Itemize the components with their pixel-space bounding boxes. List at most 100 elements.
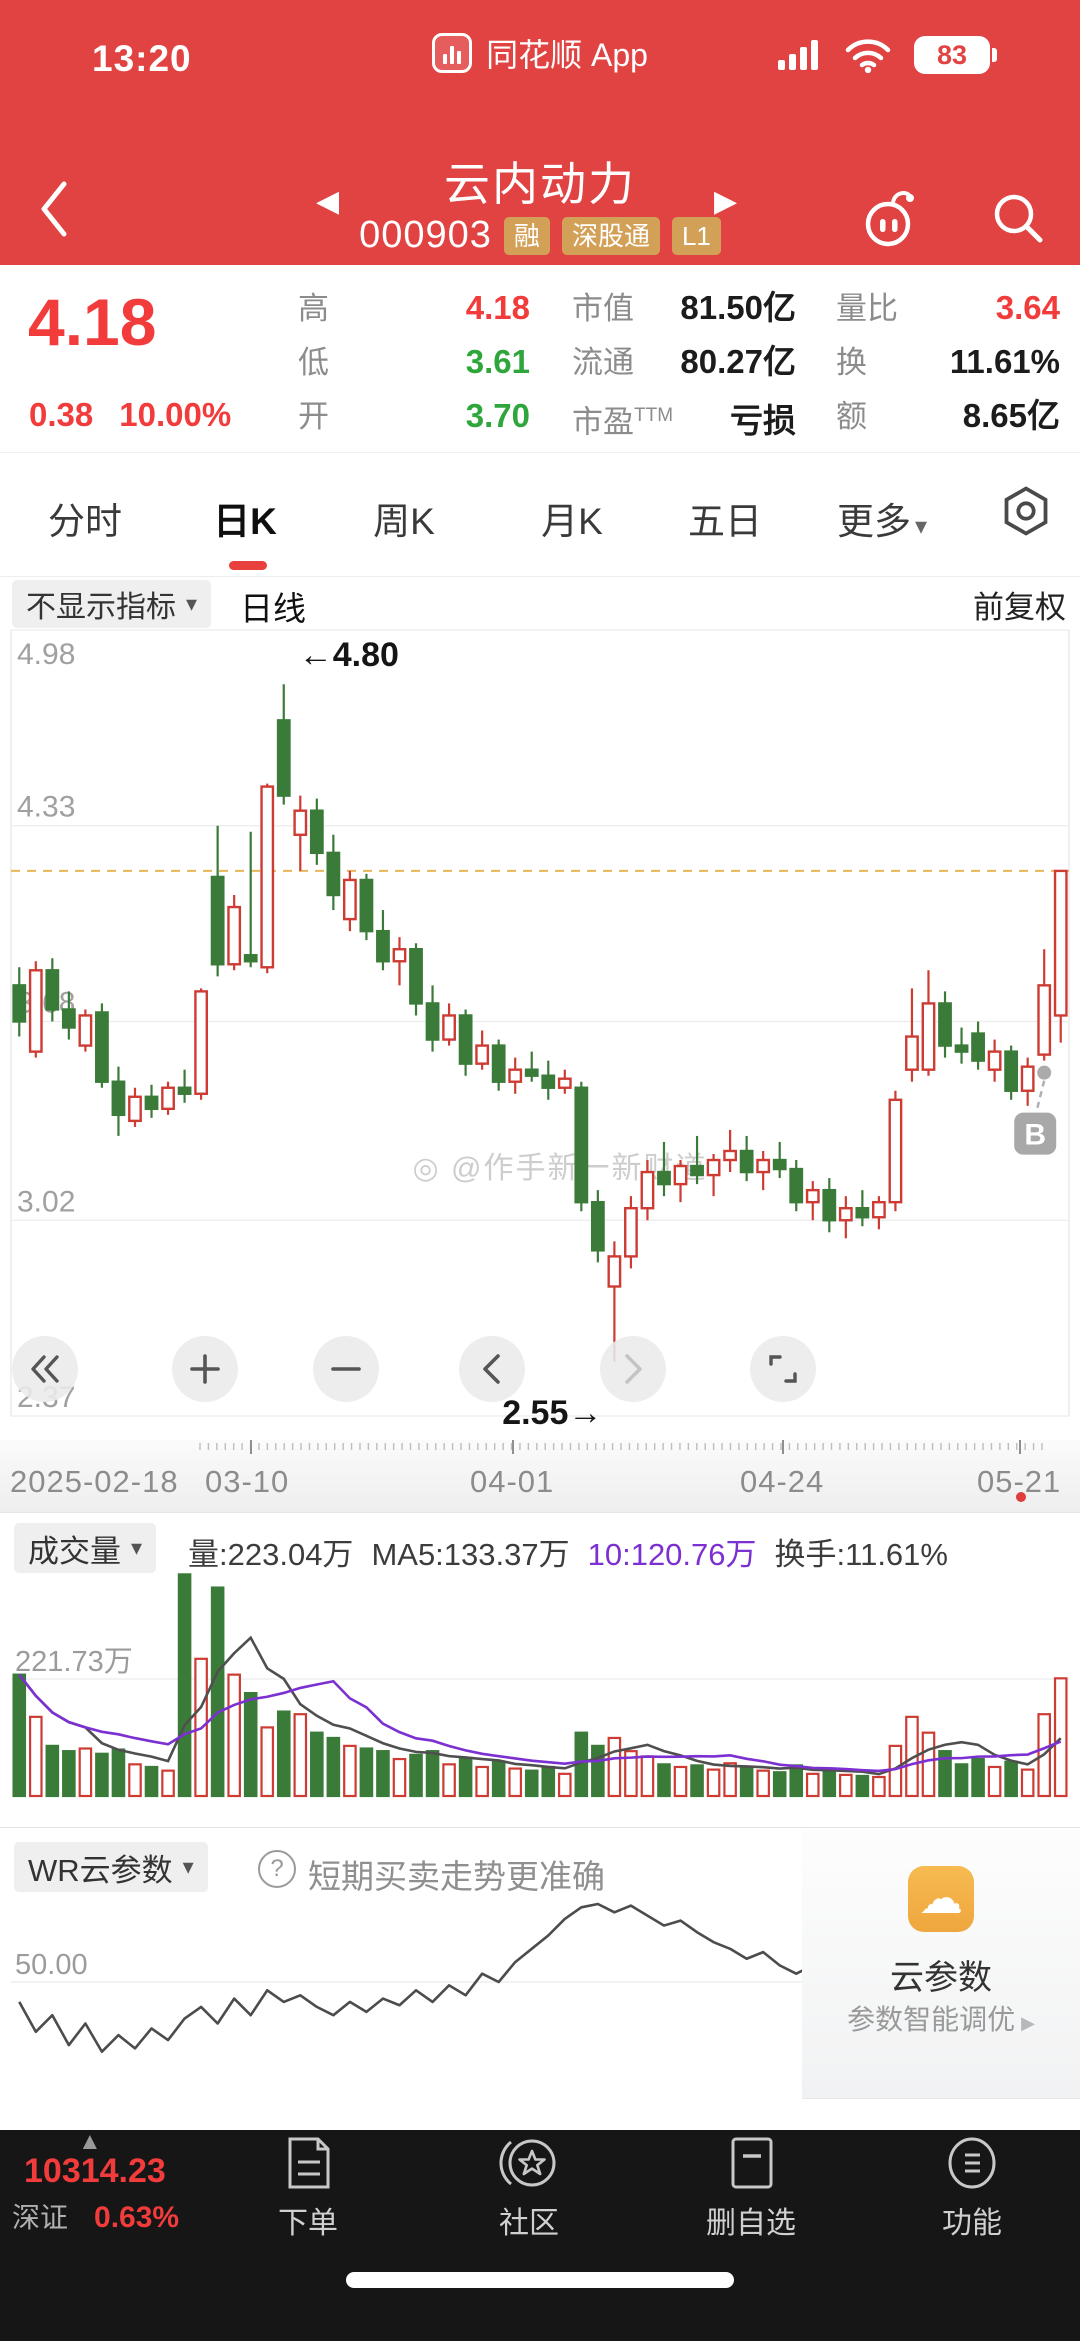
cloud-icon: ☁ — [908, 1866, 974, 1932]
volume-value: 量:223.04万 — [188, 1537, 354, 1572]
tab-weekly-k[interactable]: 周K — [373, 501, 435, 542]
badge-level: L1 — [671, 216, 721, 255]
app-header: 13:20 同花顺 App 83 ◀ — [0, 0, 1080, 265]
next-triangle-icon: ▶ — [714, 185, 738, 218]
cloud-params-panel[interactable]: ☁ 云参数 参数智能调优 ▶ — [802, 1830, 1080, 2099]
community-star-icon — [499, 2139, 556, 2187]
gear-icon — [1004, 486, 1048, 536]
minus-square-icon — [731, 2137, 773, 2189]
adjust-mode-button[interactable]: 前复权 — [973, 590, 1066, 625]
period-tab-bar: 分时 日K 周K 月K 五日 更多 ▾ — [0, 452, 1080, 577]
svg-text:2.55→: 2.55→ — [502, 1394, 602, 1432]
svg-text:221.73万: 221.73万 — [15, 1646, 133, 1678]
stat-low: 低 3.61 — [298, 343, 530, 380]
svg-text:B: B — [1024, 1119, 1046, 1152]
chevron-down-icon: ▾ — [914, 513, 928, 540]
index-name: 深证 — [12, 2202, 69, 2233]
zoom-out-button[interactable] — [313, 1336, 379, 1402]
back-button[interactable] — [34, 178, 74, 245]
search-button[interactable] — [988, 188, 1048, 253]
current-date-dot — [1016, 1492, 1026, 1502]
nav-item-community[interactable]: 社区 — [449, 2130, 609, 2242]
jump-start-button[interactable] — [12, 1336, 78, 1402]
date-tick-ruler — [199, 1440, 1043, 1454]
pan-left-button[interactable] — [459, 1336, 525, 1402]
promo-subtitle: 参数智能调优 ▶ — [847, 2004, 1035, 2035]
status-time: 13:20 — [92, 38, 192, 79]
tab-fenshi[interactable]: 分时 — [48, 501, 122, 542]
indicator-select-button[interactable]: 不显示指标 ▾ — [12, 580, 212, 628]
change-percent: 10.00% — [119, 396, 232, 433]
index-up-triangle-icon: ▲ — [78, 2128, 102, 2155]
nav-item-remove-watchlist[interactable]: 删自选 — [671, 2130, 831, 2242]
help-icon[interactable]: ? — [258, 1850, 296, 1888]
menu-circle-icon — [948, 2137, 996, 2189]
stat-pe: 市盈TTM 亏损 — [572, 402, 796, 440]
back-chevron-icon — [41, 181, 67, 237]
stock-subtitle: 000903 融 深股通 L1 — [0, 214, 1080, 257]
chevron-down-icon: ▾ — [131, 1535, 143, 1560]
home-indicator[interactable] — [346, 2272, 734, 2288]
wifi-icon — [845, 39, 891, 73]
svg-text:◎ @作手新一新财道: ◎ @作手新一新财道 — [413, 1152, 708, 1185]
index-value[interactable]: 10314.23 — [24, 2152, 166, 2190]
fullscreen-button[interactable] — [750, 1336, 816, 1402]
stat-turnover: 换 11.61% — [836, 343, 1060, 380]
nav-item-functions[interactable]: 功能 — [892, 2130, 1052, 2242]
nav-item-order[interactable]: 下单 — [228, 2130, 388, 2242]
svg-text:←4.80: ←4.80 — [299, 636, 399, 674]
robot-icon — [865, 190, 914, 247]
stock-code: 000903 — [359, 214, 492, 256]
tab-more[interactable]: 更多 ▾ — [836, 501, 928, 542]
status-app-pill: 同花顺 App — [0, 30, 1080, 76]
date-label-start: 2025-02-18 — [10, 1464, 179, 1499]
wr-indicator-button[interactable]: WR云参数 ▾ — [14, 1842, 208, 1892]
chart-toolbar: 不显示指标 ▾ 日线 前复权 — [0, 576, 1080, 628]
stat-high: 高 4.18 — [298, 289, 530, 326]
candlestick-chart[interactable]: 4.984.333.683.022.37◎ @作手新一新财道←4.802.55→… — [0, 628, 1080, 1440]
date-label-2: 03-10 — [205, 1464, 290, 1499]
assistant-button[interactable] — [856, 182, 924, 255]
status-app-name: 同花顺 App — [486, 37, 648, 73]
pan-right-button-disabled[interactable] — [600, 1336, 666, 1402]
battery-icon: 83 — [914, 36, 997, 74]
tab-five-day[interactable]: 五日 — [688, 501, 762, 542]
stat-amount: 额 8.65亿 — [836, 397, 1060, 434]
tab-daily-k[interactable]: 日K — [213, 501, 277, 542]
signal-icon — [778, 40, 818, 70]
volume-indicator-button[interactable]: 成交量 ▾ — [14, 1523, 157, 1573]
tab-monthly-k[interactable]: 月K — [541, 501, 603, 542]
svg-text:3.02: 3.02 — [17, 1185, 75, 1218]
index-row[interactable]: 深证 0.63% — [12, 2196, 179, 2236]
stat-float: 流通 80.27亿 — [572, 343, 796, 380]
volume-ma10: 10:120.76万 — [587, 1537, 757, 1572]
svg-text:4.33: 4.33 — [17, 791, 75, 824]
date-axis[interactable]: 2025-02-18 03-10 04-01 04-24 05-21 — [0, 1440, 1080, 1512]
date-label-4: 04-24 — [740, 1464, 825, 1499]
stock-title: 云内动力 — [444, 158, 636, 210]
active-tab-underline — [229, 561, 267, 570]
volume-stats: 量:223.04万 MA5:133.37万 10:120.76万 换手:11.6… — [188, 1529, 948, 1574]
index-percent: 0.63% — [94, 2201, 180, 2234]
volume-chart[interactable]: 221.73万 — [0, 1572, 1080, 1798]
prev-stock-button[interactable]: ◀ — [316, 184, 339, 219]
quote-col-2: 市值 81.50亿 流通 80.27亿 市盈TTM 亏损 — [572, 288, 796, 440]
chevron-right-icon: ▶ — [1021, 2013, 1035, 2033]
chart-settings-button[interactable] — [1000, 485, 1052, 542]
svg-text:50.00: 50.00 — [15, 1949, 88, 1981]
volume-turnover: 换手:11.61% — [774, 1537, 948, 1572]
stat-open: 开 3.70 — [298, 397, 530, 434]
badge-connect: 深股通 — [561, 216, 660, 255]
bottom-nav-bar: ▲ 10314.23 深证 0.63% 下单 社区 — [0, 2128, 1080, 2341]
order-doc-icon — [288, 2137, 330, 2189]
date-label-3: 04-01 — [470, 1464, 555, 1499]
volume-header: 成交量 ▾ 量:223.04万 MA5:133.37万 10:120.76万 换手… — [0, 1512, 1080, 1573]
status-right-icons: 83 — [776, 36, 997, 74]
chevron-down-icon: ▾ — [186, 591, 198, 616]
quote-col-1: 高 4.18 低 3.61 开 3.70 — [298, 288, 530, 436]
zoom-in-button[interactable] — [172, 1336, 238, 1402]
next-stock-button[interactable]: ▶ — [714, 184, 737, 219]
search-icon — [994, 194, 1043, 243]
chart-zoom-controls — [0, 1336, 1080, 1402]
